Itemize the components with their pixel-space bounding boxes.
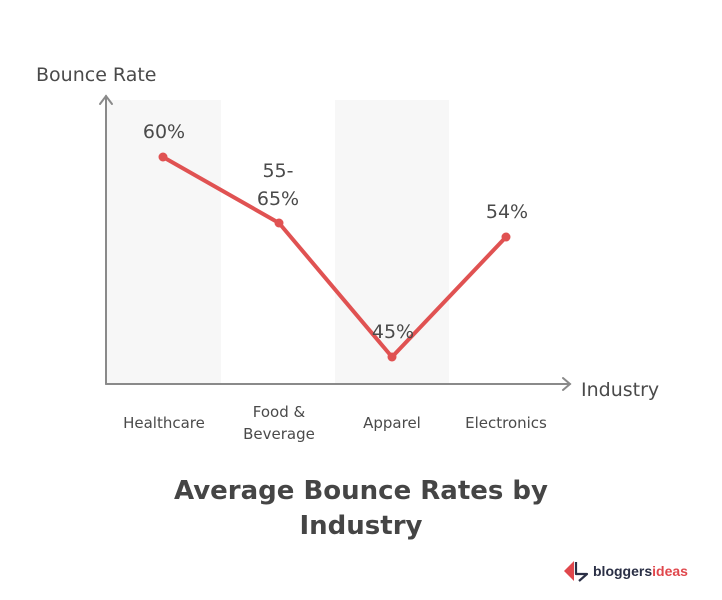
data-point-healthcare <box>158 152 168 162</box>
x-axis <box>105 377 572 391</box>
category-label-apparel: Apparel <box>363 414 421 432</box>
category-label-food-beverage-2: Beverage <box>243 425 315 443</box>
band-apparel <box>335 100 449 383</box>
category-label-food-beverage-1: Food & <box>253 403 306 421</box>
y-axis-label: Bounce Rate <box>36 64 157 86</box>
point-label-electronics: 54% <box>486 201 528 223</box>
brand-logo-icon <box>564 561 589 582</box>
point-label-healthcare: 60% <box>143 121 185 143</box>
chart-title-line-1: Average Bounce Rates by <box>174 476 548 506</box>
category-label-healthcare: Healthcare <box>123 414 205 432</box>
brand-name-part2: ideas <box>652 563 688 579</box>
chart-title: Average Bounce Rates by Industry <box>0 474 722 544</box>
data-line <box>161 155 508 359</box>
category-label-electronics: Electronics <box>465 414 547 432</box>
y-axis <box>99 94 113 385</box>
data-point-electronics <box>501 232 511 242</box>
chart-title-line-2: Industry <box>299 511 423 541</box>
brand-name-part1: bloggers <box>593 563 653 579</box>
data-point-food-beverage <box>274 218 284 228</box>
point-label-apparel: 45% <box>372 321 414 343</box>
point-label-food-beverage-1: 55- <box>262 160 293 182</box>
point-label-food-beverage-2: 65% <box>257 188 299 210</box>
band-healthcare <box>107 100 221 383</box>
data-point-apparel <box>387 352 397 362</box>
x-axis-label: Industry <box>581 379 659 401</box>
brand-logo: bloggersideas <box>563 560 688 582</box>
